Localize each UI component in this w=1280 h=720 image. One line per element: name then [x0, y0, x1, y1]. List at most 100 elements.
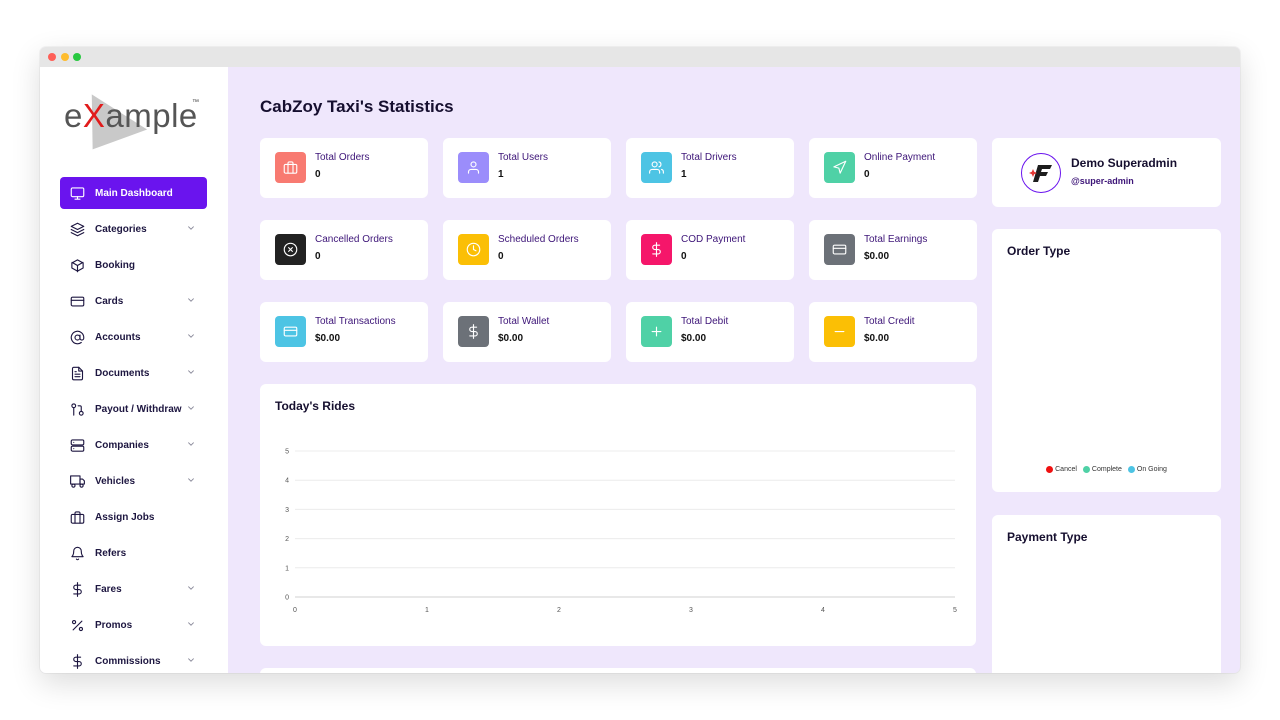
sidebar-item-label: Cards: [95, 295, 124, 307]
brand-logo[interactable]: eXample ™: [64, 80, 204, 150]
user-icon: [458, 152, 489, 183]
git-pull-icon: [69, 401, 85, 417]
chevron-down-icon[interactable]: [187, 584, 195, 592]
sidebar-item-booking[interactable]: Booking: [60, 249, 207, 281]
maximize-window-button[interactable]: [73, 53, 81, 61]
sidebar-item-promos[interactable]: Promos: [60, 609, 207, 641]
stat-card-scheduled-orders[interactable]: Scheduled Orders 0: [443, 220, 611, 280]
briefcase-icon: [69, 509, 85, 525]
order-type-title: Order Type: [1007, 244, 1071, 258]
stat-card-online-payment[interactable]: Online Payment 0: [809, 138, 977, 198]
minimize-window-button[interactable]: [61, 53, 69, 61]
monitor-icon: [69, 185, 85, 201]
chevron-down-icon[interactable]: [187, 656, 195, 664]
legend-swatch: [1082, 466, 1090, 473]
sidebar-item-accounts[interactable]: Accounts: [60, 321, 207, 353]
legend-label: On Going: [1136, 466, 1167, 473]
stat-label: Total Earnings: [864, 234, 928, 245]
stat-value: 0: [315, 251, 321, 262]
sidebar-item-main-dashboard[interactable]: Main Dashboard: [60, 177, 207, 209]
stat-value: $0.00: [681, 333, 707, 344]
y-tick-label: 2: [285, 536, 289, 543]
stat-card-total-wallet[interactable]: Total Wallet $0.00: [443, 302, 611, 362]
chevron-down-icon[interactable]: [187, 476, 195, 484]
users-icon: [641, 152, 672, 183]
layers-icon: [69, 221, 85, 237]
credit-card-icon: [69, 293, 85, 309]
chevron-down-icon[interactable]: [187, 332, 195, 340]
avatar[interactable]: [1021, 153, 1061, 193]
sidebar-item-companies[interactable]: Companies: [60, 429, 207, 461]
stat-label: Total Drivers: [681, 152, 737, 163]
stat-label: Total Wallet: [498, 316, 550, 327]
legend-label: Complete: [1091, 466, 1122, 473]
logo-trademark: ™: [192, 99, 199, 106]
legend-item-on-going[interactable]: On Going: [1127, 466, 1167, 473]
legend-item-cancel[interactable]: Cancel: [1046, 466, 1077, 473]
stat-card-total-transactions[interactable]: Total Transactions $0.00: [260, 302, 428, 362]
stat-value: 0: [315, 169, 321, 180]
close-window-button[interactable]: [48, 53, 56, 61]
clock-icon: [458, 234, 489, 265]
sidebar-item-label: Accounts: [95, 331, 141, 343]
x-tick-label: 1: [425, 607, 429, 614]
sidebar-item-cards[interactable]: Cards: [60, 285, 207, 317]
stat-card-total-drivers[interactable]: Total Drivers 1: [626, 138, 794, 198]
x-tick-label: 0: [293, 607, 297, 614]
sidebar-item-label: Main Dashboard: [95, 187, 173, 199]
todays-rides-chart: 0 1 2 3 4 5 0 1 2 3 4 5: [285, 449, 957, 615]
x-tick-label: 4: [821, 607, 825, 614]
chevron-down-icon[interactable]: [187, 368, 195, 376]
stat-card-total-credit[interactable]: Total Credit $0.00: [809, 302, 977, 362]
chevron-down-icon[interactable]: [187, 224, 195, 232]
x-circle-icon: [275, 234, 306, 265]
sidebar-item-commissions[interactable]: Commissions: [60, 645, 207, 673]
percent-icon: [69, 617, 85, 633]
y-tick-label: 3: [285, 507, 289, 514]
stat-value: $0.00: [864, 251, 890, 262]
page-title: CabZoy Taxi's Statistics: [260, 97, 454, 116]
y-tick-label: 4: [285, 478, 289, 485]
chevron-down-icon[interactable]: [187, 440, 195, 448]
chevron-down-icon[interactable]: [187, 404, 195, 412]
stat-label: Total Debit: [681, 316, 729, 327]
stat-card-total-users[interactable]: Total Users 1: [443, 138, 611, 198]
profile-card[interactable]: Demo Superadmin @super-admin: [992, 138, 1221, 207]
chevron-down-icon[interactable]: [187, 620, 195, 628]
sidebar-item-fares[interactable]: Fares: [60, 573, 207, 605]
sidebar-item-documents[interactable]: Documents: [60, 357, 207, 389]
stat-card-cod-payment[interactable]: COD Payment 0: [626, 220, 794, 280]
sidebar-item-vehicles[interactable]: Vehicles: [60, 465, 207, 497]
x-tick-label: 5: [953, 607, 957, 614]
stat-label: COD Payment: [681, 234, 746, 245]
server-icon: [69, 437, 85, 453]
box-icon: [69, 257, 85, 273]
dollar-icon: [641, 234, 672, 265]
x-tick-label: 3: [689, 607, 693, 614]
stat-label: Online Payment: [864, 152, 936, 163]
stat-value: 0: [864, 169, 870, 180]
stat-label: Scheduled Orders: [498, 234, 579, 245]
sidebar-item-assign-jobs[interactable]: Assign Jobs: [60, 501, 207, 533]
briefcase-icon: [275, 152, 306, 183]
stat-card-total-debit[interactable]: Total Debit $0.00: [626, 302, 794, 362]
stat-card-total-orders[interactable]: Total Orders 0: [260, 138, 428, 198]
sidebar-item-label: Documents: [95, 367, 150, 379]
stat-card-total-earnings[interactable]: Total Earnings $0.00: [809, 220, 977, 280]
chevron-down-icon[interactable]: [187, 296, 195, 304]
sidebar-item-refers[interactable]: Refers: [60, 537, 207, 569]
y-tick-label: 5: [285, 449, 289, 456]
legend-item-complete[interactable]: Complete: [1082, 466, 1122, 473]
dollar-icon: [458, 316, 489, 347]
sidebar-item-categories[interactable]: Categories: [60, 213, 207, 245]
bell-icon: [69, 545, 85, 561]
sidebar-item-payout-withdraw[interactable]: Payout / Withdraw: [60, 393, 207, 425]
at-sign-icon: [69, 329, 85, 345]
sidebar-item-label: Promos: [95, 619, 133, 631]
legend-swatch: [1046, 466, 1054, 473]
next-card: [260, 668, 976, 673]
credit-card-icon: [275, 316, 306, 347]
stat-card-cancelled-orders[interactable]: Cancelled Orders 0: [260, 220, 428, 280]
company-logo-icon: [1029, 165, 1052, 182]
sidebar-item-label: Fares: [95, 583, 122, 595]
